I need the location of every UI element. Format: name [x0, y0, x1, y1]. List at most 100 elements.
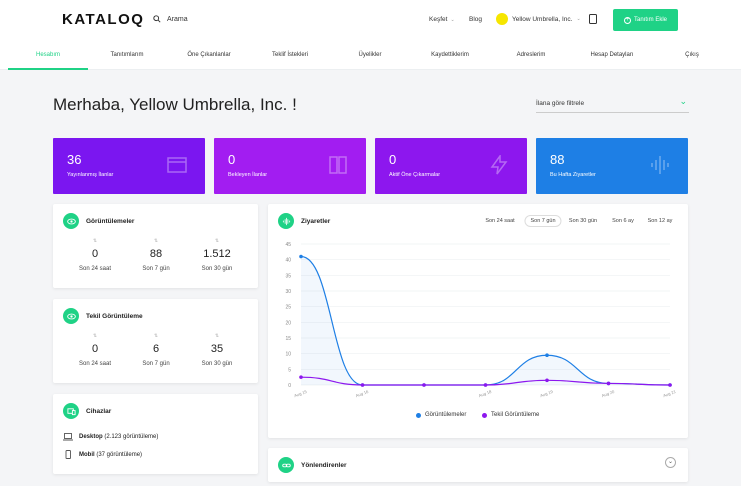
nav-item-account[interactable]: Hesabım	[35, 52, 61, 58]
active-tab-indicator	[8, 68, 88, 70]
company-name[interactable]: Yellow Umbrella, Inc.	[512, 15, 573, 23]
explore-menu[interactable]: Keşfet ⌄	[429, 16, 455, 23]
stat-value: 0	[389, 152, 397, 167]
legend-label: Tekil Görüntüleme	[491, 412, 540, 418]
search-icon	[153, 15, 161, 23]
card-title: Yönlendirenler	[301, 461, 347, 469]
plus-icon: +	[623, 16, 631, 24]
stat-label: Yayınlanmış İlanlar	[67, 172, 114, 178]
y-tick-label: 35	[285, 273, 291, 279]
legend-dot	[416, 412, 421, 418]
nav-item-memberships[interactable]: Üyelikler	[358, 52, 382, 58]
nav-item-saved[interactable]: Kaydettiklerim	[431, 52, 469, 58]
stat-label: Aktif Öne Çıkarmalar	[389, 172, 441, 178]
nav-item-quote-requests[interactable]: Teklif İstekleri	[271, 52, 309, 58]
device-count: (2.123 görüntüleme)	[104, 434, 159, 440]
legend-label: Görüntülemeler	[425, 412, 467, 418]
series-line	[300, 255, 671, 386]
metric-value: 0	[91, 343, 99, 355]
card-header: Ziyaretler	[278, 213, 330, 229]
stat-value: 0	[228, 152, 236, 167]
metric-label: Son 24 saat	[78, 361, 112, 367]
account-menu[interactable]: Yellow Umbrella, Inc. ⌄	[496, 13, 581, 25]
listing-filter-select[interactable]: İlana göre filtrele ⌄	[536, 96, 689, 113]
stat-published-listings[interactable]: 36 Yayınlanmış İlanlar	[53, 138, 205, 194]
unique-views-card: Tekil Görüntüleme ⇅ 0 Son 24 saat ⇅ 6 So…	[53, 299, 258, 383]
card-title: Ziyaretler	[301, 217, 331, 225]
stat-weekly-visits[interactable]: 88 Bu Hafta Ziyaretler	[536, 138, 688, 194]
legend-dot	[482, 412, 487, 418]
device-desktop: Desktop (2.123 görüntüleme)	[63, 433, 158, 441]
blog-link[interactable]: Blog	[469, 16, 483, 23]
stat-value: 36	[67, 152, 82, 167]
data-point	[360, 383, 365, 387]
stat-label: Bekleyen İlanlar	[228, 172, 268, 178]
search-box[interactable]: Arama	[153, 15, 188, 23]
card-header: Görüntülemeler	[63, 213, 134, 229]
range-12m[interactable]: Son 12 ay	[647, 218, 673, 224]
y-tick-label: 20	[285, 320, 291, 326]
account-nav: Hesabım Tanıtımlarım Öne Çıkanlanlar Tek…	[0, 42, 741, 70]
eye-icon	[63, 308, 79, 324]
devices-icon	[63, 403, 79, 419]
y-tick-label: 40	[285, 258, 291, 264]
metric-label: Son 30 gün	[201, 361, 233, 367]
nav-item-listings[interactable]: Tanıtımlarım	[110, 52, 144, 58]
columns-icon	[329, 156, 347, 174]
metric-label: Son 7 gün	[142, 266, 170, 272]
device-name: Mobil	[79, 451, 95, 458]
card-title: Görüntülemeler	[86, 217, 135, 225]
x-tick-label: Aug 16	[355, 389, 370, 398]
devices-card: Cihazlar Desktop (2.123 görüntüleme) Mob…	[53, 394, 258, 474]
page-title: Merhaba, Yellow Umbrella, Inc. !	[53, 95, 297, 114]
link-icon	[278, 457, 294, 473]
data-point	[668, 383, 672, 387]
top-bar: KATALOQ Arama Keşfet ⌄ Blog Yellow Umbrel…	[0, 0, 741, 42]
stat-value: 88	[550, 152, 565, 167]
y-tick-label: 30	[285, 289, 291, 295]
sound-wave-icon	[651, 156, 669, 174]
metric-label: Son 24 saat	[78, 266, 112, 272]
avatar	[496, 13, 508, 25]
metric-value: 1.512	[203, 248, 231, 260]
tablet-icon[interactable]	[589, 14, 597, 24]
stat-pending-listings[interactable]: 0 Bekleyen İlanlar	[214, 138, 366, 194]
range-6m[interactable]: Son 6 ay	[612, 218, 634, 224]
data-point	[299, 254, 303, 259]
stat-active-features[interactable]: 0 Aktif Öne Çıkarmalar	[375, 138, 527, 194]
nav-item-logout[interactable]: Çıkış	[685, 52, 699, 58]
range-30d[interactable]: Son 30 gün	[568, 218, 598, 224]
metric-icon: ⇅	[92, 238, 98, 244]
metric-value: 88	[149, 248, 163, 260]
lightning-icon	[490, 155, 508, 175]
filter-label: İlana göre filtrele	[536, 100, 585, 107]
chevron-down-icon: ⌄	[576, 16, 581, 22]
range-24h[interactable]: Son 24 saat	[485, 218, 515, 224]
metric-icon: ⇅	[92, 333, 98, 339]
nav-item-featured[interactable]: Öne Çıkanlanlar	[187, 52, 231, 58]
nav-item-addresses[interactable]: Adreslerim	[516, 52, 546, 58]
metric-7d: ⇅ 88 Son 7 gün	[131, 238, 181, 272]
mobile-phone-icon	[65, 450, 71, 459]
data-point	[483, 383, 488, 387]
referrers-card: Yönlendirenler ⌄	[268, 448, 688, 482]
logo[interactable]: KATALOQ	[62, 11, 145, 28]
legend-item-views: Görüntülemeler	[416, 412, 466, 418]
search-placeholder[interactable]: Arama	[167, 15, 188, 23]
metric-icon: ⇅	[214, 238, 220, 244]
explore-label[interactable]: Keşfet	[429, 16, 448, 23]
laptop-icon	[63, 433, 73, 441]
visits-line-chart: 0 5 10 15 20 25 30 35 40 45 Aug 15 Aug 16 Aug 18 Aug …	[285, 242, 677, 398]
y-tick-label: 15	[285, 336, 291, 342]
add-listing-button[interactable]: + Tanıtım Ekle	[613, 9, 678, 31]
visits-card: Ziyaretler Son 24 saat Son 7 gün Son 30 …	[268, 204, 688, 438]
legend-item-unique-views: Tekil Görüntüleme	[482, 412, 539, 418]
device-count: (37 görüntüleme)	[96, 451, 143, 458]
range-7d[interactable]: Son 7 gün	[524, 215, 562, 227]
metric-30d: ⇅ 1.512 Son 30 gün	[192, 238, 242, 272]
metric-24h: ⇅ 0 Son 24 saat	[70, 333, 120, 367]
chevron-down-icon[interactable]: ⌄	[665, 457, 676, 468]
metric-value: 6	[152, 343, 160, 355]
x-tick-label: Aug 15	[293, 389, 308, 398]
nav-item-account-details[interactable]: Hesap Detayları	[590, 52, 634, 58]
